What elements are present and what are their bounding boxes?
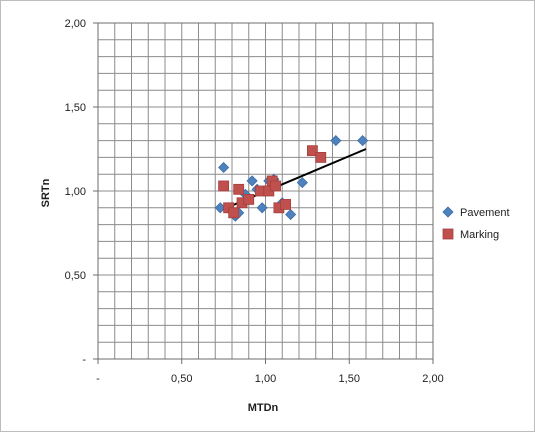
marking-data-point <box>270 180 281 192</box>
x-axis-title: MTDn <box>248 402 279 414</box>
legend-pavement-label: Pavement <box>460 207 510 219</box>
marking-data-point <box>233 183 245 195</box>
marking-data-point <box>306 145 318 157</box>
y-tick-label: 0,50 <box>65 270 86 282</box>
y-tick-label: - <box>82 354 86 366</box>
x-tick-label: 1,00 <box>255 373 276 385</box>
pavement-data-point <box>357 135 369 147</box>
pavement-data-point <box>330 135 342 147</box>
y-axis-title: SRTn <box>40 178 52 207</box>
legend-pavement-marker <box>442 206 454 218</box>
x-tick-label: 1,50 <box>339 373 360 385</box>
legend-marking-marker <box>442 228 454 240</box>
data-points <box>214 135 369 222</box>
y-tick-label: 1,00 <box>65 186 86 198</box>
marking-data-point <box>280 199 292 210</box>
x-tick-label: 0,50 <box>171 373 192 385</box>
y-tick-label: 1,50 <box>65 102 86 114</box>
y-tick-label: 2,00 <box>65 18 86 30</box>
marking-data-point <box>228 207 240 219</box>
grid <box>97 22 434 360</box>
marking-data-point <box>243 193 255 205</box>
pavement-data-point <box>256 202 268 214</box>
pavement-data-point <box>285 208 297 221</box>
x-tick-label: - <box>96 373 100 385</box>
axes: - 0,50 1,00 1,50 2,00 - 0,50 1,00 1,50 2,00 <box>65 18 444 385</box>
x-tick-label: 2,00 <box>422 373 443 385</box>
marking-data-point <box>315 151 327 163</box>
marking-data-point <box>218 180 230 192</box>
pavement-data-point <box>246 175 258 187</box>
legend-marking-label: Marking <box>460 229 499 241</box>
legend: Pavement Marking <box>442 206 510 241</box>
pavement-data-point <box>218 161 230 174</box>
pavement-data-point <box>296 177 308 189</box>
